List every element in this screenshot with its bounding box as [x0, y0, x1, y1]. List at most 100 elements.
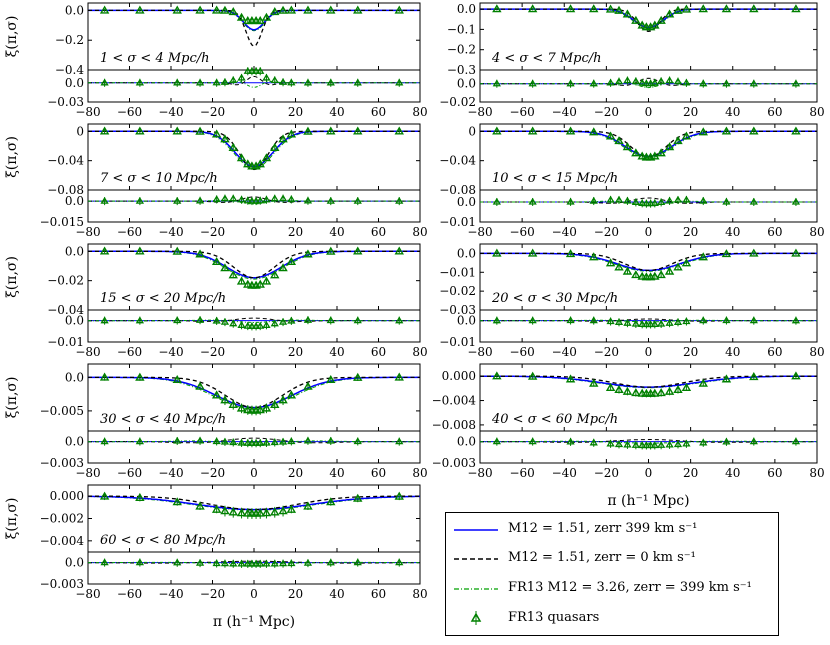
data-point [637, 271, 647, 280]
data-point [261, 276, 272, 285]
residual-marker [638, 320, 647, 328]
residual-marker [100, 437, 109, 445]
residual-marker [100, 78, 109, 86]
residual-marker [606, 439, 615, 447]
residual-marker [326, 196, 335, 204]
residual-point [528, 316, 537, 325]
residual-marker [699, 196, 708, 204]
data-marker [637, 151, 647, 160]
residual-point [614, 77, 624, 86]
y-tick-label: −0.1 [447, 22, 476, 36]
residual-point [749, 316, 758, 325]
residual-point [303, 315, 313, 325]
data-point [353, 5, 363, 14]
residual-marker [195, 558, 205, 566]
data-marker [631, 270, 641, 279]
residual-point [195, 558, 205, 568]
x-tick-label: 0 [250, 345, 258, 359]
residual-point [656, 198, 666, 207]
data-point [656, 148, 666, 157]
x-tick-label: 40 [329, 105, 344, 119]
residual-point [287, 195, 296, 204]
residual-marker [270, 194, 279, 202]
residual-marker [749, 437, 758, 445]
data-marker [211, 129, 222, 138]
residual-point [589, 438, 598, 447]
model-line-green [480, 130, 817, 159]
data-marker [236, 508, 247, 517]
data-point [135, 492, 145, 502]
data-point [195, 249, 205, 258]
y-tick-label: −0.04 [439, 154, 476, 168]
data-point [99, 5, 110, 14]
data-marker [243, 279, 253, 288]
data-marker [749, 126, 759, 135]
data-point [631, 388, 641, 397]
residual-marker [278, 78, 288, 85]
data-point [605, 382, 616, 391]
data-marker [656, 15, 666, 24]
data-point [261, 12, 272, 21]
residual-point [229, 76, 238, 85]
x-tick-label: 40 [725, 466, 740, 480]
data-marker [326, 126, 336, 135]
residual-marker [656, 198, 666, 206]
residual-point [100, 437, 109, 446]
residual-marker [642, 441, 651, 449]
model-line-green [88, 376, 420, 410]
data-point [698, 378, 708, 387]
residual-point [256, 321, 265, 331]
x-tick-label: −20 [200, 466, 225, 480]
data-marker [394, 126, 404, 135]
data-point [673, 136, 683, 145]
residual-marker [528, 79, 537, 87]
data-marker [791, 371, 801, 380]
residual-marker [791, 316, 801, 324]
data-point [255, 405, 265, 415]
res-y-tick-label: 0.0 [457, 435, 476, 449]
data-marker [270, 270, 280, 279]
data-point [749, 126, 759, 135]
residual-point [229, 438, 238, 447]
x-tick-label: 20 [288, 225, 303, 239]
data-point [303, 381, 313, 390]
data-point [492, 248, 502, 257]
model-line-blue [88, 495, 420, 511]
x-tick-label: 80 [412, 345, 427, 359]
x-tick-label: −20 [594, 345, 619, 359]
residual-marker [220, 437, 230, 445]
y-tick-label: 0.0 [65, 3, 84, 17]
y-axis-label: ξ(π,σ) [4, 377, 20, 419]
data-point [394, 372, 404, 381]
data-marker [228, 7, 238, 16]
residual-marker [631, 441, 641, 448]
residual-marker [287, 559, 296, 567]
x-tick-label: 20 [683, 225, 698, 239]
residual-marker [492, 197, 501, 205]
data-point [236, 403, 247, 414]
x-tick-label: −40 [158, 105, 183, 119]
data-marker [589, 127, 599, 136]
residual-marker [173, 316, 182, 324]
panel-label: 10 < σ < 15 Mpc/h [492, 171, 618, 186]
data-point [220, 505, 230, 517]
y-tick-label: −0.004 [40, 534, 85, 548]
residual-marker [256, 438, 265, 446]
data-point [261, 153, 272, 162]
data-marker [286, 390, 297, 399]
data-marker [492, 126, 502, 135]
residual-point [135, 196, 145, 206]
data-point [614, 5, 624, 14]
residual-point [638, 320, 647, 329]
data-marker [492, 371, 502, 380]
y-axis-label: ξ(π,σ) [4, 16, 20, 58]
model-line-blue [480, 130, 817, 158]
data-point [211, 390, 222, 399]
residual-marker [623, 318, 632, 326]
data-marker [698, 127, 708, 136]
residual-point [722, 197, 731, 206]
residual-point [749, 437, 758, 446]
residual-marker [623, 76, 632, 84]
data-marker [631, 148, 641, 157]
data-marker [353, 246, 363, 255]
